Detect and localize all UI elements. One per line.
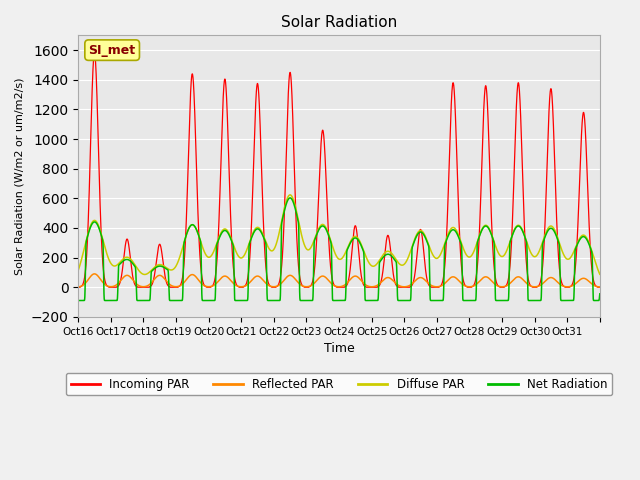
Net Radiation	[76, 298, 84, 303]
Net Radiation	[358, 245, 366, 251]
Incoming PAR	[508, 240, 515, 245]
Net Radiation	[387, 252, 394, 258]
Diffuse PAR	[286, 192, 294, 198]
Line: Incoming PAR: Incoming PAR	[78, 53, 600, 287]
Diffuse PAR	[74, 268, 82, 274]
Net Radiation	[286, 195, 294, 201]
Reflected PAR	[182, 276, 190, 282]
Net Radiation	[74, 298, 82, 303]
Incoming PAR	[482, 83, 490, 89]
Net Radiation	[521, 235, 529, 240]
Reflected PAR	[482, 274, 490, 280]
X-axis label: Time: Time	[324, 342, 355, 355]
Text: SI_met: SI_met	[88, 44, 136, 57]
Net Radiation	[596, 291, 604, 297]
Y-axis label: Solar Radiation (W/m2 or um/m2/s): Solar Radiation (W/m2 or um/m2/s)	[15, 77, 25, 275]
Incoming PAR	[74, 284, 82, 290]
Diffuse PAR	[521, 234, 529, 240]
Net Radiation	[482, 223, 490, 229]
Line: Reflected PAR: Reflected PAR	[78, 274, 600, 287]
Reflected PAR	[596, 284, 604, 290]
Net Radiation	[508, 234, 515, 240]
Incoming PAR	[596, 284, 604, 290]
Incoming PAR	[521, 236, 529, 242]
Reflected PAR	[74, 284, 82, 290]
Reflected PAR	[508, 279, 515, 285]
Line: Diffuse PAR: Diffuse PAR	[78, 195, 600, 275]
Title: Solar Radiation: Solar Radiation	[281, 15, 397, 30]
Incoming PAR	[358, 277, 366, 283]
Diffuse PAR	[182, 232, 190, 238]
Diffuse PAR	[596, 271, 604, 277]
Reflected PAR	[387, 276, 394, 281]
Incoming PAR	[387, 243, 394, 249]
Incoming PAR	[91, 50, 99, 56]
Reflected PAR	[358, 279, 366, 285]
Diffuse PAR	[387, 249, 394, 255]
Diffuse PAR	[508, 234, 515, 240]
Incoming PAR	[182, 215, 190, 221]
Reflected PAR	[521, 279, 529, 285]
Net Radiation	[182, 232, 190, 238]
Line: Net Radiation: Net Radiation	[78, 198, 600, 300]
Diffuse PAR	[141, 272, 148, 277]
Diffuse PAR	[482, 222, 490, 228]
Diffuse PAR	[358, 244, 366, 250]
Reflected PAR	[91, 271, 99, 277]
Legend: Incoming PAR, Reflected PAR, Diffuse PAR, Net Radiation: Incoming PAR, Reflected PAR, Diffuse PAR…	[66, 373, 612, 396]
